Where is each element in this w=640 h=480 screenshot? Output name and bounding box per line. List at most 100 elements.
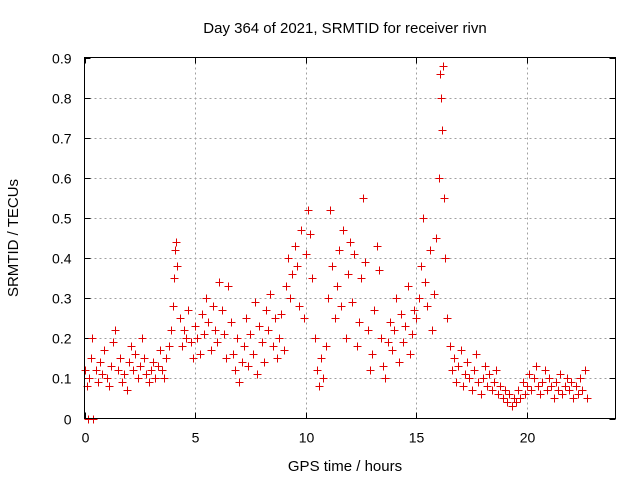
grid-lines xyxy=(84,57,616,419)
data-point xyxy=(346,238,355,247)
data-points xyxy=(81,62,592,424)
y-tick-label: 0.9 xyxy=(52,51,72,67)
data-point xyxy=(415,294,424,303)
x-tick-label: 5 xyxy=(192,430,200,446)
data-point xyxy=(211,326,220,335)
data-point xyxy=(158,366,167,375)
data-point xyxy=(136,362,145,371)
data-point xyxy=(129,366,138,375)
data-point xyxy=(224,282,233,291)
data-point xyxy=(501,386,510,395)
data-point xyxy=(308,274,317,283)
data-point xyxy=(576,374,585,383)
data-point xyxy=(443,314,452,323)
data-point xyxy=(209,302,218,311)
data-point xyxy=(508,402,517,411)
data-point xyxy=(381,374,390,383)
data-point xyxy=(178,342,187,351)
data-point xyxy=(452,378,461,387)
data-point xyxy=(184,306,193,315)
data-point xyxy=(485,370,494,379)
data-point xyxy=(286,294,295,303)
data-point xyxy=(313,366,322,375)
data-point xyxy=(543,386,552,395)
data-point xyxy=(94,378,103,387)
data-point xyxy=(333,282,342,291)
data-point xyxy=(406,350,415,359)
data-point xyxy=(246,330,255,339)
data-point xyxy=(167,326,176,335)
data-point xyxy=(249,350,258,359)
data-point xyxy=(565,386,574,395)
data-point xyxy=(92,366,101,375)
data-point xyxy=(260,358,269,367)
data-point xyxy=(251,298,260,307)
data-point xyxy=(171,246,180,255)
data-point xyxy=(105,382,114,391)
data-point xyxy=(410,306,419,315)
data-point xyxy=(479,374,488,383)
data-point xyxy=(419,214,428,223)
data-point xyxy=(233,334,242,343)
data-point xyxy=(561,382,570,391)
data-point xyxy=(140,354,149,363)
data-point xyxy=(412,314,421,323)
data-point xyxy=(454,362,463,371)
y-tick-label: 0.1 xyxy=(52,371,72,387)
data-point xyxy=(162,354,171,363)
data-point xyxy=(477,390,486,399)
data-point xyxy=(384,338,393,347)
data-point xyxy=(107,362,116,371)
data-point xyxy=(428,326,437,335)
data-point xyxy=(483,382,492,391)
data-point xyxy=(125,358,134,367)
chart-title: Day 364 of 2021, SRMTID for receiver riv… xyxy=(203,20,486,37)
data-point xyxy=(401,322,410,331)
data-point xyxy=(514,386,523,395)
data-point xyxy=(375,266,384,275)
data-point xyxy=(386,318,395,327)
data-point xyxy=(304,206,313,215)
data-point xyxy=(552,378,561,387)
data-point xyxy=(459,382,468,391)
data-point xyxy=(392,294,401,303)
data-point xyxy=(492,366,501,375)
data-point xyxy=(512,398,521,407)
data-point xyxy=(370,306,379,315)
data-point xyxy=(231,366,240,375)
data-point xyxy=(173,262,182,271)
data-point xyxy=(519,378,528,387)
data-point xyxy=(534,382,543,391)
data-point xyxy=(235,378,244,387)
data-point xyxy=(222,354,231,363)
y-tick-label: 0.8 xyxy=(52,91,72,107)
y-tick-label: 0.5 xyxy=(52,211,72,227)
data-point xyxy=(395,358,404,367)
data-point xyxy=(574,390,583,399)
data-point xyxy=(187,338,196,347)
data-point xyxy=(295,302,304,311)
data-point xyxy=(100,346,109,355)
data-point xyxy=(463,358,472,367)
data-point xyxy=(269,342,278,351)
data-point xyxy=(227,318,236,327)
y-tick-label: 0.3 xyxy=(52,291,72,307)
data-point xyxy=(213,338,222,347)
data-point xyxy=(169,302,178,311)
data-point xyxy=(123,386,132,395)
data-point xyxy=(156,346,165,355)
x-tick-label: 15 xyxy=(409,430,425,446)
data-point xyxy=(388,346,397,355)
data-point xyxy=(253,370,262,379)
data-point xyxy=(118,378,127,387)
data-point xyxy=(547,382,556,391)
data-point xyxy=(390,326,399,335)
data-point xyxy=(182,334,191,343)
data-point xyxy=(344,270,353,279)
data-point xyxy=(280,346,289,355)
data-point xyxy=(204,318,213,327)
x-tick-label: 20 xyxy=(520,430,536,446)
data-point xyxy=(288,270,297,279)
y-tick-label: 0.6 xyxy=(52,171,72,187)
y-tick-label: 0.4 xyxy=(52,251,72,267)
